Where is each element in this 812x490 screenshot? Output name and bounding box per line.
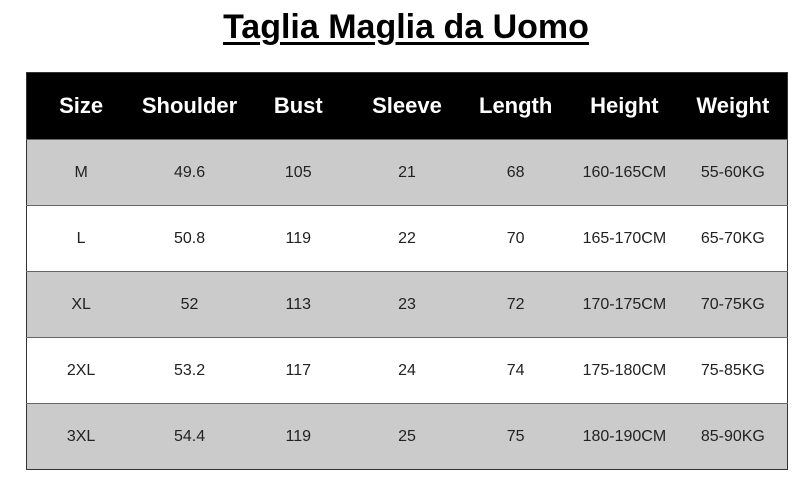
table-cell: 68 xyxy=(461,139,571,206)
table-cell: 165-170CM xyxy=(570,205,679,272)
table-cell: 105 xyxy=(243,139,353,206)
table-cell: 24 xyxy=(352,337,462,404)
table-row: XL 52 113 23 72 170-175CM 70-75KG xyxy=(26,271,788,338)
table-cell: 72 xyxy=(461,271,571,338)
header-shoulder: Shoulder xyxy=(135,72,244,140)
table-cell: 85-90KG xyxy=(678,403,788,470)
table-cell: 22 xyxy=(352,205,462,272)
header-weight: Weight xyxy=(678,72,788,140)
table-row: 3XL 54.4 119 25 75 180-190CM 85-90KG xyxy=(26,403,788,470)
table-cell: 23 xyxy=(352,271,462,338)
page-title: Taglia Maglia da Uomo xyxy=(223,8,589,46)
table-cell: 113 xyxy=(243,271,353,338)
table-cell: 119 xyxy=(243,205,353,272)
table-cell: 65-70KG xyxy=(678,205,788,272)
table-cell: 175-180CM xyxy=(570,337,679,404)
table-row: M 49.6 105 21 68 160-165CM 55-60KG xyxy=(26,139,788,206)
table-cell: 21 xyxy=(352,139,462,206)
table-cell: 3XL xyxy=(26,403,136,470)
table-header-row: Size Shoulder Bust Sleeve Length Height … xyxy=(26,72,788,140)
table-cell: 70 xyxy=(461,205,571,272)
header-sleeve: Sleeve xyxy=(352,72,462,140)
table-cell: 160-165CM xyxy=(570,139,679,206)
table-cell: 53.2 xyxy=(135,337,244,404)
table-cell: 117 xyxy=(243,337,353,404)
table-cell: 70-75KG xyxy=(678,271,788,338)
table-cell: M xyxy=(26,139,136,206)
header-bust: Bust xyxy=(243,72,353,140)
table-cell: 75-85KG xyxy=(678,337,788,404)
table-cell: L xyxy=(26,205,136,272)
table-cell: 170-175CM xyxy=(570,271,679,338)
table-cell: 75 xyxy=(461,403,571,470)
table-cell: 55-60KG xyxy=(678,139,788,206)
header-height: Height xyxy=(570,72,679,140)
header-size: Size xyxy=(26,72,136,140)
table-cell: 50.8 xyxy=(135,205,244,272)
table-row: 2XL 53.2 117 24 74 175-180CM 75-85KG xyxy=(26,337,788,404)
table-row: L 50.8 119 22 70 165-170CM 65-70KG xyxy=(26,205,788,272)
table-cell: 52 xyxy=(135,271,244,338)
table-cell: XL xyxy=(26,271,136,338)
table-cell: 180-190CM xyxy=(570,403,679,470)
table-cell: 74 xyxy=(461,337,571,404)
table-cell: 49.6 xyxy=(135,139,244,206)
size-chart-table: Size Shoulder Bust Sleeve Length Height … xyxy=(26,72,788,470)
header-length: Length xyxy=(461,72,571,140)
table-cell: 54.4 xyxy=(135,403,244,470)
table-cell: 119 xyxy=(243,403,353,470)
table-cell: 25 xyxy=(352,403,462,470)
table-cell: 2XL xyxy=(26,337,136,404)
